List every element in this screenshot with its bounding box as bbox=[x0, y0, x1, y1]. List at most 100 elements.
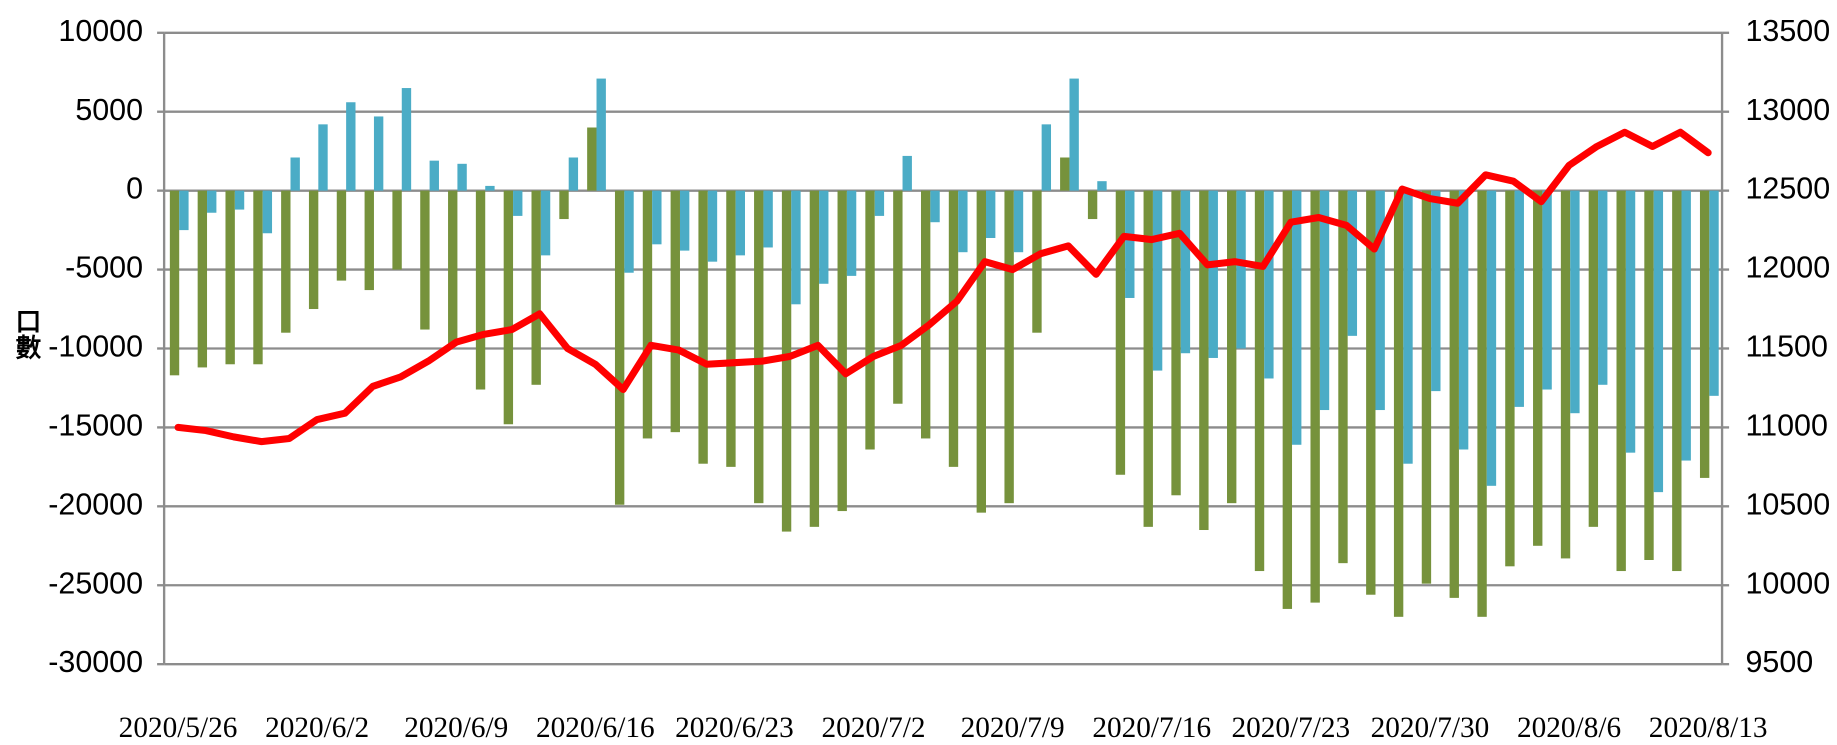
bar bbox=[485, 185, 495, 191]
bar bbox=[707, 190, 718, 262]
bar bbox=[874, 190, 885, 216]
bar bbox=[1041, 124, 1052, 191]
x-tick-label: 2020/7/2 bbox=[822, 712, 926, 744]
bar bbox=[429, 160, 439, 191]
bar bbox=[262, 190, 273, 234]
bar bbox=[373, 116, 384, 191]
bar bbox=[986, 190, 996, 238]
bar bbox=[308, 190, 319, 310]
bar bbox=[401, 88, 412, 191]
bar bbox=[540, 190, 551, 256]
bar bbox=[1152, 190, 1163, 371]
y-tick-label: -25000 bbox=[48, 566, 143, 600]
bar bbox=[364, 190, 374, 291]
x-tick-label: 2020/8/6 bbox=[1517, 712, 1621, 744]
bar bbox=[809, 190, 820, 527]
bar bbox=[1570, 190, 1580, 414]
bar bbox=[976, 190, 987, 513]
bar bbox=[346, 102, 356, 191]
y2-tick-label: 10500 bbox=[1745, 487, 1830, 521]
bar bbox=[1171, 190, 1181, 496]
bar bbox=[179, 190, 189, 231]
bar bbox=[1236, 190, 1246, 349]
bar bbox=[893, 190, 903, 404]
bar bbox=[1125, 190, 1135, 298]
bar bbox=[1338, 190, 1348, 564]
bar bbox=[837, 190, 847, 512]
bar bbox=[1514, 190, 1524, 407]
y-tick-label: -15000 bbox=[48, 408, 143, 442]
bar bbox=[652, 190, 662, 245]
x-tick-label: 2020/5/26 bbox=[119, 712, 238, 744]
bar bbox=[559, 190, 569, 220]
bar bbox=[1458, 190, 1469, 450]
x-tick-label: 2020/7/16 bbox=[1092, 712, 1211, 744]
bar bbox=[902, 155, 912, 191]
bar bbox=[1366, 190, 1376, 595]
bar bbox=[1097, 181, 1107, 191]
y2-tick-label: 9500 bbox=[1745, 645, 1813, 679]
bar bbox=[642, 190, 653, 439]
bar bbox=[1264, 190, 1274, 379]
bar bbox=[1347, 190, 1358, 336]
bar bbox=[735, 190, 745, 256]
bar bbox=[587, 127, 597, 191]
bar bbox=[169, 190, 180, 376]
bar bbox=[207, 190, 217, 213]
bar bbox=[253, 190, 263, 365]
bar bbox=[1616, 190, 1626, 572]
bar bbox=[596, 78, 606, 191]
bar bbox=[234, 190, 245, 210]
bar bbox=[1013, 190, 1024, 253]
bar bbox=[197, 190, 208, 368]
bar bbox=[1533, 190, 1543, 546]
bar bbox=[281, 190, 291, 333]
y2-tick-label: 12000 bbox=[1745, 251, 1830, 285]
y-tick-label: -30000 bbox=[48, 645, 143, 679]
x-tick-label: 2020/7/23 bbox=[1232, 712, 1351, 744]
bar bbox=[819, 190, 829, 284]
bar bbox=[1282, 190, 1293, 609]
y2-tick-label: 12500 bbox=[1745, 172, 1830, 206]
y-tick-label: -5000 bbox=[65, 251, 143, 285]
y2-tick-label: 11500 bbox=[1745, 330, 1827, 364]
bar bbox=[1004, 190, 1014, 504]
bar bbox=[1292, 190, 1302, 445]
bar bbox=[865, 190, 875, 450]
bar bbox=[1069, 78, 1079, 191]
bar bbox=[1087, 190, 1098, 220]
bar bbox=[754, 190, 764, 504]
y2-tick-label: 13000 bbox=[1745, 93, 1830, 127]
bar bbox=[1588, 190, 1599, 527]
bar bbox=[420, 190, 430, 330]
x-tick-label: 2020/6/2 bbox=[265, 712, 369, 744]
bar bbox=[336, 190, 347, 281]
bar bbox=[1625, 190, 1636, 453]
line bbox=[174, 128, 1712, 446]
bar bbox=[1421, 190, 1432, 584]
bar bbox=[920, 190, 931, 439]
bar bbox=[698, 190, 708, 464]
bar bbox=[1431, 190, 1441, 392]
y2-tick-label: 11000 bbox=[1745, 408, 1827, 442]
bar bbox=[670, 190, 680, 433]
x-tick-label: 2020/6/9 bbox=[404, 712, 508, 744]
bar bbox=[290, 157, 300, 191]
bar bbox=[1709, 190, 1719, 396]
bar bbox=[513, 190, 523, 216]
bar bbox=[846, 190, 857, 276]
bar bbox=[1180, 190, 1191, 354]
bar bbox=[763, 190, 773, 248]
bar bbox=[1199, 190, 1209, 531]
bar bbox=[392, 190, 402, 270]
bar bbox=[1542, 190, 1552, 390]
bar bbox=[948, 190, 959, 467]
bar bbox=[1060, 157, 1070, 191]
bar bbox=[1672, 190, 1682, 572]
y-tick-label: 5000 bbox=[75, 93, 143, 127]
x-tick-label: 2020/7/30 bbox=[1371, 712, 1490, 744]
bar bbox=[1032, 190, 1042, 333]
bar bbox=[503, 190, 514, 425]
